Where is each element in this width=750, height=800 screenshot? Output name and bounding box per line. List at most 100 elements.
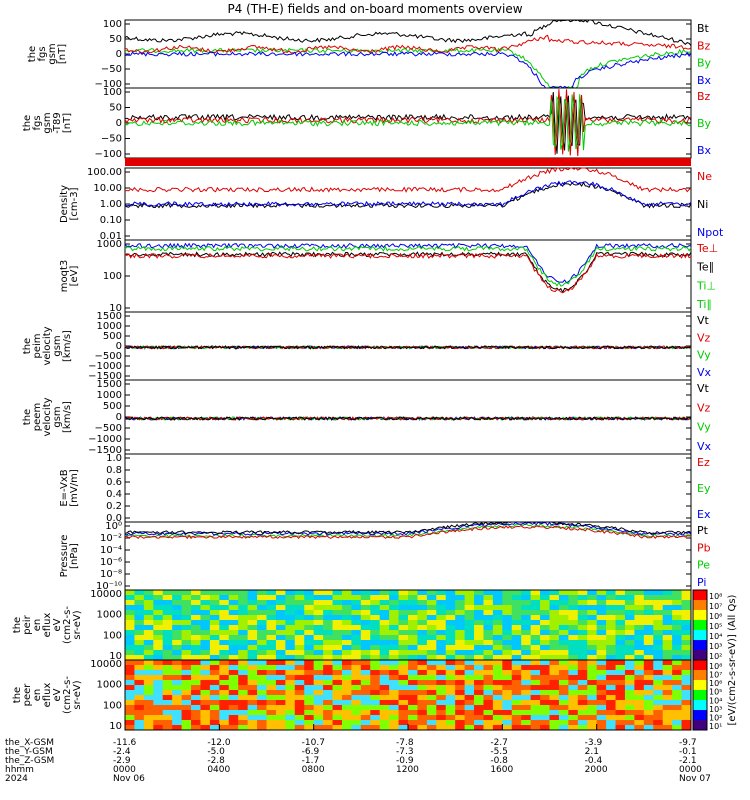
heatmap-cell xyxy=(351,610,362,616)
heatmap-cell xyxy=(681,675,692,681)
heatmap-cell xyxy=(681,660,692,666)
heatmap-cell xyxy=(577,710,588,716)
heatmap-cell xyxy=(360,700,371,706)
heatmap-cell xyxy=(577,625,588,631)
series-line xyxy=(124,167,692,193)
heatmap-cell xyxy=(370,665,381,671)
heatmap-cell xyxy=(313,700,324,706)
heatmap-cell xyxy=(332,720,343,726)
heatmap-cell xyxy=(285,675,296,681)
heatmap-cell xyxy=(370,610,381,616)
heatmap-cell xyxy=(624,625,635,631)
heatmap-cell xyxy=(341,635,352,641)
heatmap-cell xyxy=(568,630,579,636)
heatmap-cell xyxy=(398,680,409,686)
heatmap-cell xyxy=(483,710,494,716)
heatmap-cell xyxy=(341,700,352,706)
heatmap-cell xyxy=(483,700,494,706)
heatmap-cell xyxy=(172,725,183,731)
heatmap-cell xyxy=(332,610,343,616)
heatmap-cell xyxy=(474,605,484,611)
heatmap-cell xyxy=(360,655,371,661)
heatmap-cell xyxy=(587,600,598,606)
heatmap-cell xyxy=(247,620,258,626)
y-axis-title-line: en xyxy=(32,619,43,632)
heatmap-cell xyxy=(643,645,654,651)
heatmap-cell xyxy=(360,710,371,716)
heatmap-cell xyxy=(209,635,220,641)
heatmap-cell xyxy=(662,605,673,611)
heatmap-cell xyxy=(266,705,277,711)
heatmap-cell xyxy=(398,665,409,671)
heatmap-cell xyxy=(275,705,286,711)
heatmap-cell xyxy=(228,655,239,661)
heatmap-cell xyxy=(464,660,475,666)
heatmap-cell xyxy=(455,665,466,671)
heatmap-cell xyxy=(417,600,428,606)
heatmap-cell xyxy=(257,625,267,631)
heatmap-cell xyxy=(341,650,352,656)
heatmap-cell xyxy=(558,700,569,706)
heatmap-cell xyxy=(209,630,220,636)
heatmap-cell xyxy=(294,685,305,691)
heatmap-cell xyxy=(125,685,135,691)
colorbar-tick-label: 10¹ xyxy=(709,722,722,731)
heatmap-cell xyxy=(474,615,484,621)
heatmap-cell xyxy=(285,690,296,696)
heatmap-cell xyxy=(360,665,371,671)
heatmap-cell xyxy=(398,650,409,656)
heatmap-cell xyxy=(521,655,532,661)
heatmap-cell xyxy=(483,610,494,616)
heatmap-cell xyxy=(266,590,277,596)
heatmap-cell xyxy=(370,595,381,601)
heatmap-cell xyxy=(162,695,173,701)
heatmap-cell xyxy=(445,690,456,696)
heatmap-cell xyxy=(247,685,258,691)
heatmap-cell xyxy=(643,680,654,686)
heatmap-cell xyxy=(436,665,447,671)
y-tick-label: −1000 xyxy=(88,361,122,372)
heatmap-cell xyxy=(577,600,588,606)
heatmap-cell xyxy=(653,705,664,711)
heatmap-cell xyxy=(445,695,456,701)
heatmap-cell xyxy=(162,610,173,616)
heatmap-cell xyxy=(172,640,183,646)
heatmap-cell xyxy=(360,705,371,711)
heatmap-cell xyxy=(379,655,390,661)
heatmap-cell xyxy=(238,675,249,681)
heatmap-cell xyxy=(474,675,484,681)
x-tick-label: -1.7 xyxy=(302,756,320,766)
heatmap-cell xyxy=(445,630,456,636)
heatmap-cell xyxy=(398,620,409,626)
heatmap-cell xyxy=(323,700,334,706)
heatmap-cell xyxy=(540,595,550,601)
heatmap-cell xyxy=(341,605,352,611)
heatmap-cell xyxy=(125,690,135,696)
x-tick-label: 0000 xyxy=(113,765,136,775)
heatmap-cell xyxy=(219,670,230,676)
heatmap-cell xyxy=(351,595,362,601)
y-axis-title-line: the xyxy=(12,617,23,633)
heatmap-cell xyxy=(643,610,654,616)
heatmap-cell xyxy=(540,685,550,691)
heatmap-cell xyxy=(351,700,362,706)
heatmap-cell xyxy=(191,630,201,636)
heatmap-cell xyxy=(681,705,692,711)
heatmap-cell xyxy=(247,605,258,611)
heatmap-cell xyxy=(304,640,315,646)
heatmap-cell xyxy=(389,615,400,621)
heatmap-cell xyxy=(521,645,532,651)
heatmap-cell xyxy=(200,680,211,686)
y-axis-title-line: gsm xyxy=(52,335,63,356)
heatmap-cell xyxy=(304,600,315,606)
heatmap-cell xyxy=(662,640,673,646)
heatmap-cell xyxy=(587,630,598,636)
heatmap-cell xyxy=(511,670,522,676)
heatmap-cell xyxy=(351,590,362,596)
heatmap-cell xyxy=(530,600,541,606)
heatmap-cell xyxy=(285,665,296,671)
heatmap-cell xyxy=(681,650,692,656)
heatmap-cell xyxy=(606,690,617,696)
heatmap-cell xyxy=(172,680,183,686)
heatmap-cell xyxy=(294,595,305,601)
